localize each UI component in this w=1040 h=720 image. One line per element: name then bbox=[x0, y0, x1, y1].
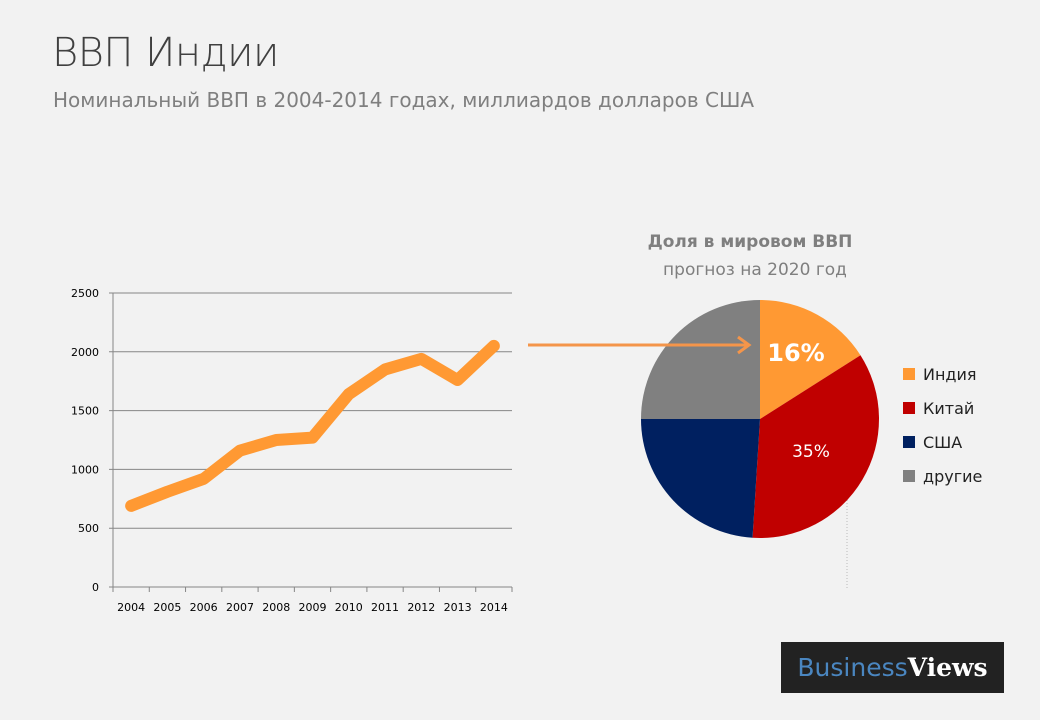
legend-item-china: Китай bbox=[903, 391, 982, 425]
legend-swatch bbox=[903, 470, 915, 482]
pie-label-china: 35% bbox=[792, 442, 830, 462]
legend-label: другие bbox=[923, 466, 983, 486]
x-tick-label: 2009 bbox=[299, 601, 327, 614]
x-tick-label: 2010 bbox=[335, 601, 363, 614]
legend-item-usa: США bbox=[903, 425, 982, 459]
y-tick-label: 1000 bbox=[71, 463, 99, 476]
x-tick-label: 2007 bbox=[226, 601, 254, 614]
logo-part1: Business bbox=[797, 653, 908, 682]
legend-swatch bbox=[903, 436, 915, 448]
x-tick-label: 2006 bbox=[190, 601, 218, 614]
y-tick-label: 500 bbox=[78, 522, 99, 535]
x-tick-label: 2005 bbox=[153, 601, 181, 614]
y-tick-label: 1500 bbox=[71, 405, 99, 418]
gdp-line bbox=[125, 339, 500, 512]
page-title: ВВП Индии bbox=[52, 30, 279, 76]
legend-item-other: другие bbox=[903, 459, 982, 493]
pie-slice-3 bbox=[641, 300, 760, 419]
x-tick-label: 2011 bbox=[371, 601, 399, 614]
pie-title: Доля в мировом ВВП bbox=[647, 232, 853, 252]
x-tick-label: 2004 bbox=[117, 601, 145, 614]
pie-legend: Индия Китай США другие bbox=[903, 357, 982, 493]
y-tick-label: 2000 bbox=[71, 346, 99, 359]
legend-label: Китай bbox=[923, 398, 975, 418]
pie-slice-0 bbox=[760, 300, 861, 419]
businessviews-logo: Business Views bbox=[781, 642, 1004, 693]
legend-item-india: Индия bbox=[903, 357, 982, 391]
pie-label-india: 16% bbox=[767, 339, 824, 367]
y-tick-label: 0 bbox=[92, 581, 99, 594]
pie-subtitle: прогноз на 2020 год bbox=[663, 260, 847, 280]
legend-swatch bbox=[903, 402, 915, 414]
x-tick-label: 2008 bbox=[262, 601, 290, 614]
x-tick-label: 2012 bbox=[407, 601, 435, 614]
logo-part2: Views bbox=[907, 653, 988, 682]
legend-label: Индия bbox=[923, 364, 977, 384]
y-tick-label: 2500 bbox=[71, 287, 99, 300]
page-subtitle: Номинальный ВВП в 2004-2014 годах, милли… bbox=[53, 88, 755, 112]
legend-swatch bbox=[903, 368, 915, 380]
pie-slice-1 bbox=[752, 355, 880, 538]
arrow-head-icon bbox=[737, 335, 752, 355]
legend-label: США bbox=[923, 432, 963, 452]
x-tick-label: 2014 bbox=[480, 601, 508, 614]
x-tick-label: 2013 bbox=[444, 601, 472, 614]
pie-slice-2 bbox=[641, 419, 760, 538]
